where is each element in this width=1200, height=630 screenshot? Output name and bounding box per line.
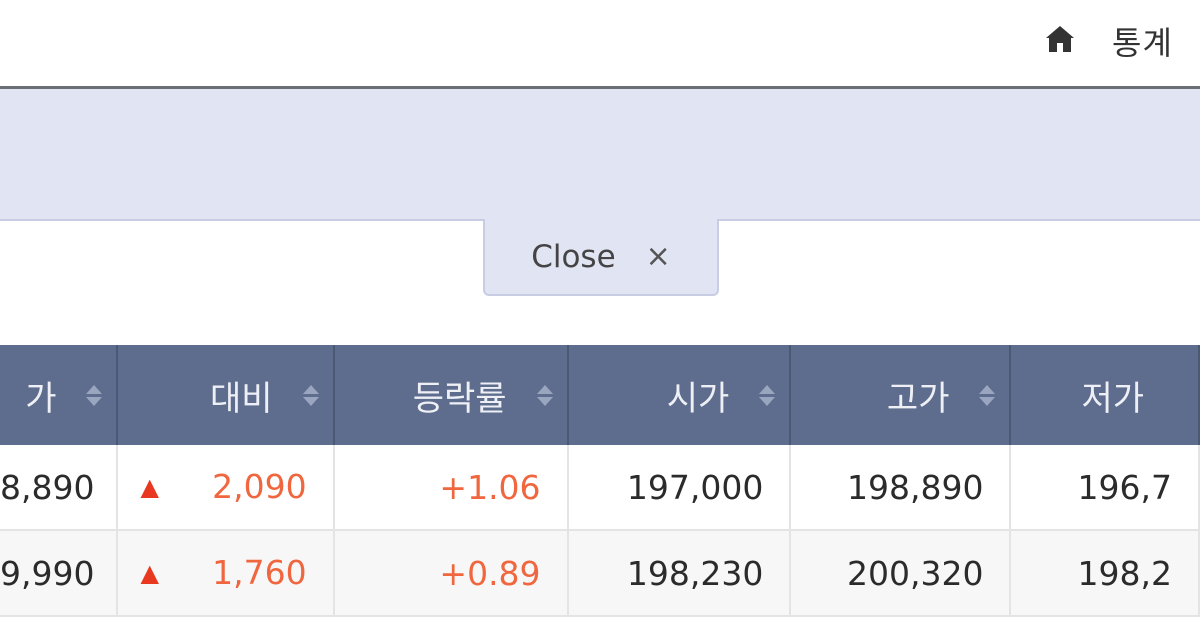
- cell-change: ▲ 1,760: [117, 530, 335, 617]
- column-header-close[interactable]: 가: [0, 345, 119, 445]
- breadcrumb-stats[interactable]: 통계: [1112, 24, 1173, 62]
- column-header-open[interactable]: 시가: [567, 345, 792, 445]
- column-header-rate[interactable]: 등락률: [333, 345, 569, 445]
- close-panel-button[interactable]: Close ×: [483, 219, 719, 296]
- stock-price-table: 가 대비 등락률 시가 고가 저가 8,890 ▲ 2,090 +1.06 197…: [0, 345, 1200, 617]
- cell-low: 196,7: [1010, 445, 1200, 531]
- table-row[interactable]: 9,990 ▲ 1,760 +0.89 198,230 200,320 198,2: [0, 530, 1200, 617]
- cell-high: 198,890: [790, 445, 1012, 531]
- table-row[interactable]: 8,890 ▲ 2,090 +1.06 197,000 198,890 196,7: [0, 445, 1200, 531]
- sort-icon[interactable]: [536, 384, 553, 406]
- up-arrow-icon: ▲: [140, 559, 159, 587]
- cell-rate: +1.06: [333, 445, 569, 531]
- cell-open: 197,000: [567, 445, 792, 531]
- cell-low: 198,2: [1010, 530, 1200, 617]
- cell-high: 200,320: [790, 530, 1012, 617]
- sort-icon[interactable]: [302, 384, 319, 406]
- search-panel: [0, 89, 1200, 221]
- sort-icon[interactable]: [759, 384, 776, 406]
- column-header-high[interactable]: 고가: [790, 345, 1012, 445]
- up-arrow-icon: ▲: [140, 473, 159, 501]
- column-header-change[interactable]: 대비: [117, 345, 335, 445]
- cell-price: 9,990: [0, 530, 119, 617]
- column-header-low[interactable]: 저가: [1010, 345, 1200, 445]
- cell-rate: +0.89: [333, 530, 569, 617]
- sort-icon[interactable]: [86, 384, 103, 406]
- cell-price: 8,890: [0, 445, 119, 531]
- cell-open: 198,230: [567, 530, 792, 617]
- close-icon: ×: [645, 239, 671, 274]
- home-icon[interactable]: [1044, 24, 1076, 54]
- sort-icon[interactable]: [979, 384, 996, 406]
- top-bar: 통계: [0, 0, 1200, 89]
- close-label: Close: [531, 238, 616, 275]
- cell-change: ▲ 2,090: [117, 445, 335, 531]
